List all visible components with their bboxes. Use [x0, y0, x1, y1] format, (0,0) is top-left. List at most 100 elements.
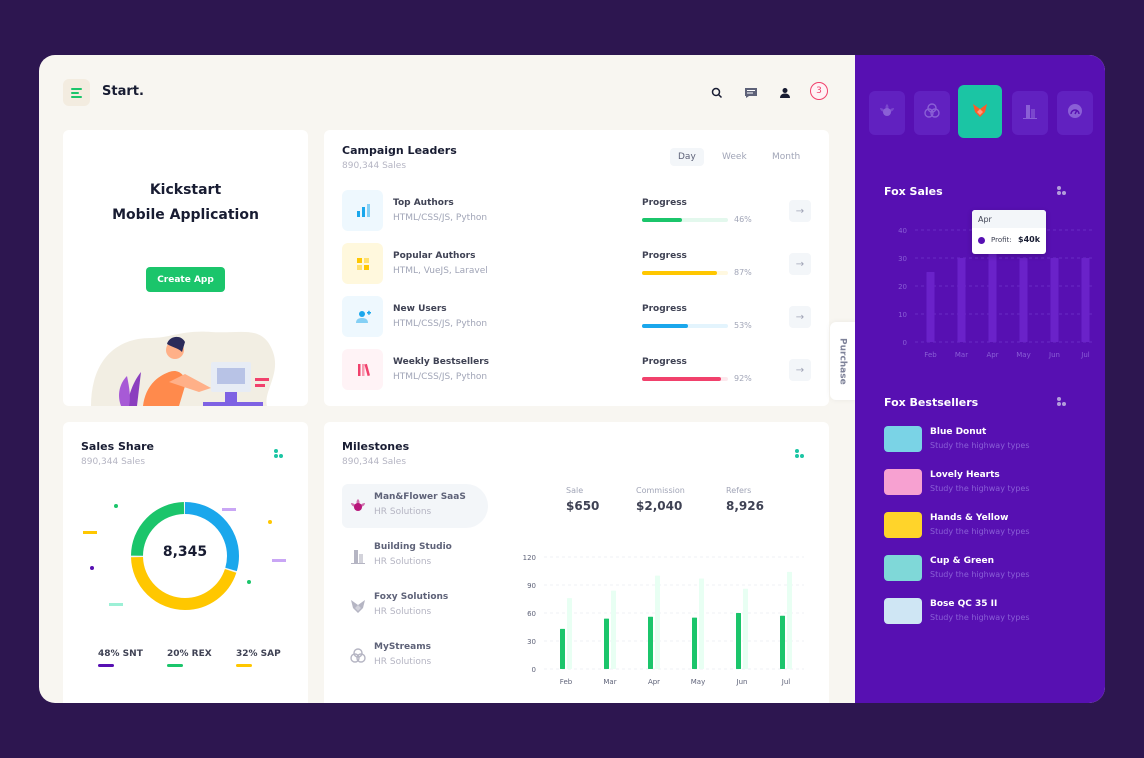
- row-title: Popular Authors: [393, 251, 476, 261]
- campaign-leaders-card: Campaign Leaders 890,344 Sales Day Week Mo…: [324, 130, 829, 406]
- y-tick-label: 0: [532, 666, 536, 674]
- tab-day[interactable]: Day: [670, 148, 704, 166]
- menu-icon[interactable]: [63, 79, 90, 106]
- books-icon: [342, 349, 383, 390]
- x-tick-label: May: [1016, 351, 1030, 359]
- product-name[interactable]: Bose QC 35 II: [930, 599, 998, 609]
- milestone-item[interactable]: MyStreams HR Solutions: [342, 634, 488, 678]
- product-thumbnail: [884, 555, 922, 581]
- add-user-icon: [342, 296, 383, 337]
- more-options-icon[interactable]: [1057, 397, 1066, 406]
- milestones-title: Milestones: [342, 440, 410, 453]
- y-tick-label: 0: [903, 339, 907, 347]
- tile-streams[interactable]: [914, 91, 950, 135]
- kickstart-title-line2: Mobile Application: [112, 207, 259, 223]
- tile-fox[interactable]: [958, 85, 1002, 138]
- tab-week[interactable]: Week: [722, 152, 747, 162]
- tile-building[interactable]: [1012, 91, 1048, 135]
- progress-bar: [642, 218, 728, 222]
- product-subtitle: Study the highway types: [930, 441, 1030, 450]
- bar: [567, 598, 572, 669]
- milestone-item[interactable]: Man&Flower SaaS HR Solutions: [342, 484, 488, 528]
- progress-label: Progress: [642, 357, 687, 367]
- progress-percent: 53%: [734, 321, 752, 330]
- more-options-icon[interactable]: [1057, 186, 1066, 195]
- x-tick-label: Mar: [603, 678, 616, 686]
- brand-name: Start.: [102, 84, 144, 99]
- tooltip-month: Apr: [978, 215, 992, 224]
- progress-bar: [642, 377, 728, 381]
- arrow-right-icon[interactable]: →: [789, 359, 811, 381]
- stat-value: $650: [566, 499, 600, 513]
- building-icon: [348, 546, 368, 566]
- progress-label: Progress: [642, 198, 687, 208]
- tab-month[interactable]: Month: [772, 152, 801, 162]
- x-tick-label: Feb: [924, 351, 937, 359]
- milestone-subtitle: HR Solutions: [374, 657, 432, 667]
- legend-item: 48% SNT: [98, 649, 143, 667]
- row-subtitle: HTML/CSS/JS, Python: [393, 372, 488, 382]
- product-name[interactable]: Hands & Yellow: [930, 513, 1009, 523]
- row-title: Top Authors: [393, 198, 454, 208]
- progress-fill: [642, 377, 722, 381]
- user-icon[interactable]: [777, 85, 793, 101]
- y-tick-label: 30: [527, 638, 536, 646]
- donut-segment: [131, 502, 239, 610]
- milestone-item[interactable]: Foxy Solutions HR Solutions: [342, 584, 488, 628]
- stat-label: Commission: [636, 486, 685, 495]
- product-name[interactable]: Blue Donut: [930, 427, 987, 437]
- progress-label: Progress: [642, 251, 687, 261]
- bar: [1081, 258, 1090, 342]
- kickstart-card: Kickstart Mobile Application Create App: [63, 130, 308, 406]
- main-content: Start. 3 Kickstart Mobile Application Cr…: [39, 55, 855, 703]
- progress-percent: 46%: [734, 215, 752, 224]
- purchase-tab[interactable]: Purchase: [830, 322, 855, 400]
- legend-swatch: [167, 664, 183, 667]
- purchase-label: Purchase: [837, 337, 848, 385]
- y-tick-label: 10: [898, 311, 907, 319]
- search-icon[interactable]: [709, 85, 725, 101]
- grid-icon: [342, 243, 383, 284]
- chat-icon[interactable]: [743, 85, 759, 101]
- product-name[interactable]: Cup & Green: [930, 556, 995, 566]
- notification-badge[interactable]: 3: [810, 82, 828, 100]
- streams-icon: [923, 102, 941, 124]
- more-options-icon[interactable]: [795, 449, 804, 458]
- bar: [957, 258, 966, 342]
- x-tick-label: Feb: [560, 678, 573, 686]
- donut-segment: [131, 502, 239, 610]
- product-name[interactable]: Lovely Hearts: [930, 470, 1000, 480]
- tile-dashboard[interactable]: [1057, 91, 1093, 135]
- arrow-right-icon[interactable]: →: [789, 200, 811, 222]
- row-title: New Users: [393, 304, 447, 314]
- sales-share-title: Sales Share: [81, 440, 155, 453]
- create-app-button[interactable]: Create App: [146, 267, 225, 292]
- tile-flower[interactable]: [869, 91, 905, 135]
- legend-swatch: [236, 664, 252, 667]
- bar: [611, 590, 616, 669]
- row-subtitle: HTML/CSS/JS, Python: [393, 213, 488, 223]
- product-subtitle: Study the highway types: [930, 613, 1030, 622]
- streams-icon: [348, 646, 368, 666]
- milestone-name: Man&Flower SaaS: [374, 492, 466, 502]
- arrow-right-icon[interactable]: →: [789, 253, 811, 275]
- fox-icon: [348, 596, 368, 616]
- right-sidebar: Fox Sales 0 10 20 30 40 Feb Mar Apr May Jun Jul Ap…: [855, 55, 1105, 703]
- row-subtitle: HTML/CSS/JS, Python: [393, 319, 488, 329]
- building-icon: [1021, 102, 1039, 124]
- legend-label: 48% SNT: [98, 649, 143, 659]
- progress-fill: [642, 324, 688, 328]
- product-subtitle: Study the highway types: [930, 527, 1030, 536]
- tooltip-label: Profit:: [991, 236, 1012, 244]
- bar: [743, 588, 748, 669]
- bar: [1019, 258, 1028, 342]
- x-tick-label: Jul: [781, 678, 791, 686]
- product-thumbnail: [884, 512, 922, 538]
- progress-bar: [642, 271, 728, 275]
- milestones-subtitle: 890,344 Sales: [342, 457, 407, 467]
- sales-share-card: Sales Share 890,344 Sales 8,345 48% SNT 2…: [63, 422, 308, 703]
- more-options-icon[interactable]: [274, 449, 283, 458]
- milestone-item[interactable]: Building Studio HR Solutions: [342, 534, 488, 578]
- milestone-name: MyStreams: [374, 642, 431, 652]
- arrow-right-icon[interactable]: →: [789, 306, 811, 328]
